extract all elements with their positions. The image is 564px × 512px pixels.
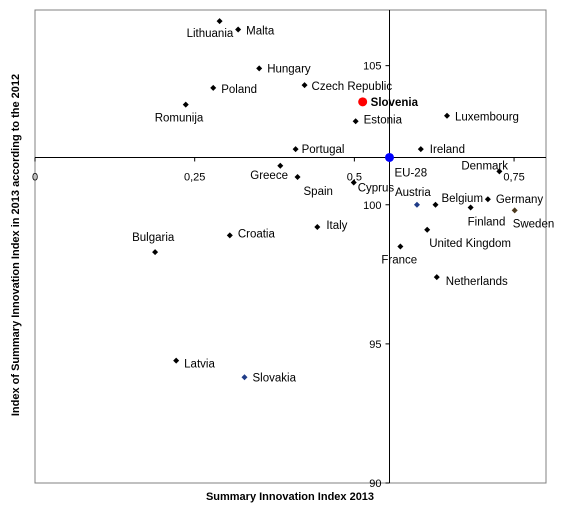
point-label-slovakia: Slovakia <box>253 372 297 384</box>
y-tick-label: 100 <box>363 200 381 212</box>
point-label-eu-28: EU-28 <box>395 167 428 179</box>
point-ireland <box>417 146 424 153</box>
point-label-austria: Austria <box>395 187 431 199</box>
point-croatia <box>226 232 233 239</box>
x-axis-title: Summary Innovation Index 2013 <box>206 491 374 503</box>
point-label-latvia: Latvia <box>184 359 215 371</box>
point-label-slovenia: Slovenia <box>371 97 419 109</box>
point-label-portugal: Portugal <box>302 144 345 156</box>
point-cyprus <box>350 179 357 186</box>
point-germany <box>484 196 491 203</box>
point-label-germany: Germany <box>496 194 544 206</box>
point-label-hungary: Hungary <box>267 63 311 75</box>
point-estonia <box>352 118 359 125</box>
point-latvia <box>173 357 180 364</box>
point-label-croatia: Croatia <box>238 228 276 240</box>
point-label-bulgaria: Bulgaria <box>132 232 175 244</box>
point-slovenia <box>358 97 368 107</box>
point-label-czech-republic: Czech Republic <box>312 81 393 93</box>
point-luxembourg <box>443 112 450 119</box>
point-romunija <box>182 101 189 108</box>
point-france <box>397 243 404 250</box>
point-label-denmark: Denmark <box>461 160 508 172</box>
point-label-sweden: Sweden <box>513 218 555 230</box>
point-label-greece: Greece <box>250 170 288 182</box>
point-label-finland: Finland <box>468 217 506 229</box>
y-axis-title: Index of Summary Innovation Index in 201… <box>10 74 22 416</box>
plot-frame <box>34 9 547 484</box>
point-united-kingdom <box>424 226 431 233</box>
point-malta <box>235 26 242 33</box>
point-czech-republic <box>301 82 308 89</box>
point-label-spain: Spain <box>304 186 333 198</box>
point-netherlands <box>433 274 440 281</box>
point-eu-28 <box>385 152 395 162</box>
point-greece <box>277 162 284 169</box>
point-poland <box>210 84 217 91</box>
point-spain <box>294 173 301 180</box>
point-bulgaria <box>152 249 159 256</box>
point-label-lithuania: Lithuania <box>187 28 234 40</box>
point-label-estonia: Estonia <box>364 114 403 126</box>
point-belgium <box>432 201 439 208</box>
x-tick-label: 0,75 <box>503 171 524 183</box>
point-label-ireland: Ireland <box>430 144 465 156</box>
y-tick-label: 90 <box>369 478 381 490</box>
x-tick-label: 0,25 <box>184 171 205 183</box>
point-label-united-kingdom: United Kingdom <box>429 238 511 250</box>
point-denmark <box>496 168 503 175</box>
point-label-poland: Poland <box>221 84 257 96</box>
point-label-italy: Italy <box>326 220 347 232</box>
point-italy <box>314 224 321 231</box>
point-label-cyprus: Cyprus <box>358 183 395 195</box>
point-label-france: France <box>381 255 417 267</box>
point-label-belgium: Belgium <box>441 193 483 205</box>
point-label-luxembourg: Luxembourg <box>455 112 519 124</box>
x-tick-label: 0 <box>32 171 38 183</box>
point-label-netherlands: Netherlands <box>446 276 508 288</box>
point-hungary <box>256 65 263 72</box>
point-lithuania <box>216 18 223 25</box>
point-austria <box>413 201 420 208</box>
point-portugal <box>292 146 299 153</box>
point-finland <box>467 204 474 211</box>
y-tick-label: 105 <box>363 61 381 73</box>
point-label-romunija: Romunija <box>155 113 204 125</box>
point-label-malta: Malta <box>246 25 275 37</box>
point-slovakia <box>241 374 248 381</box>
y-tick-label: 95 <box>369 339 381 351</box>
x-tick-label: 0,5 <box>347 171 362 183</box>
point-sweden <box>511 207 518 214</box>
